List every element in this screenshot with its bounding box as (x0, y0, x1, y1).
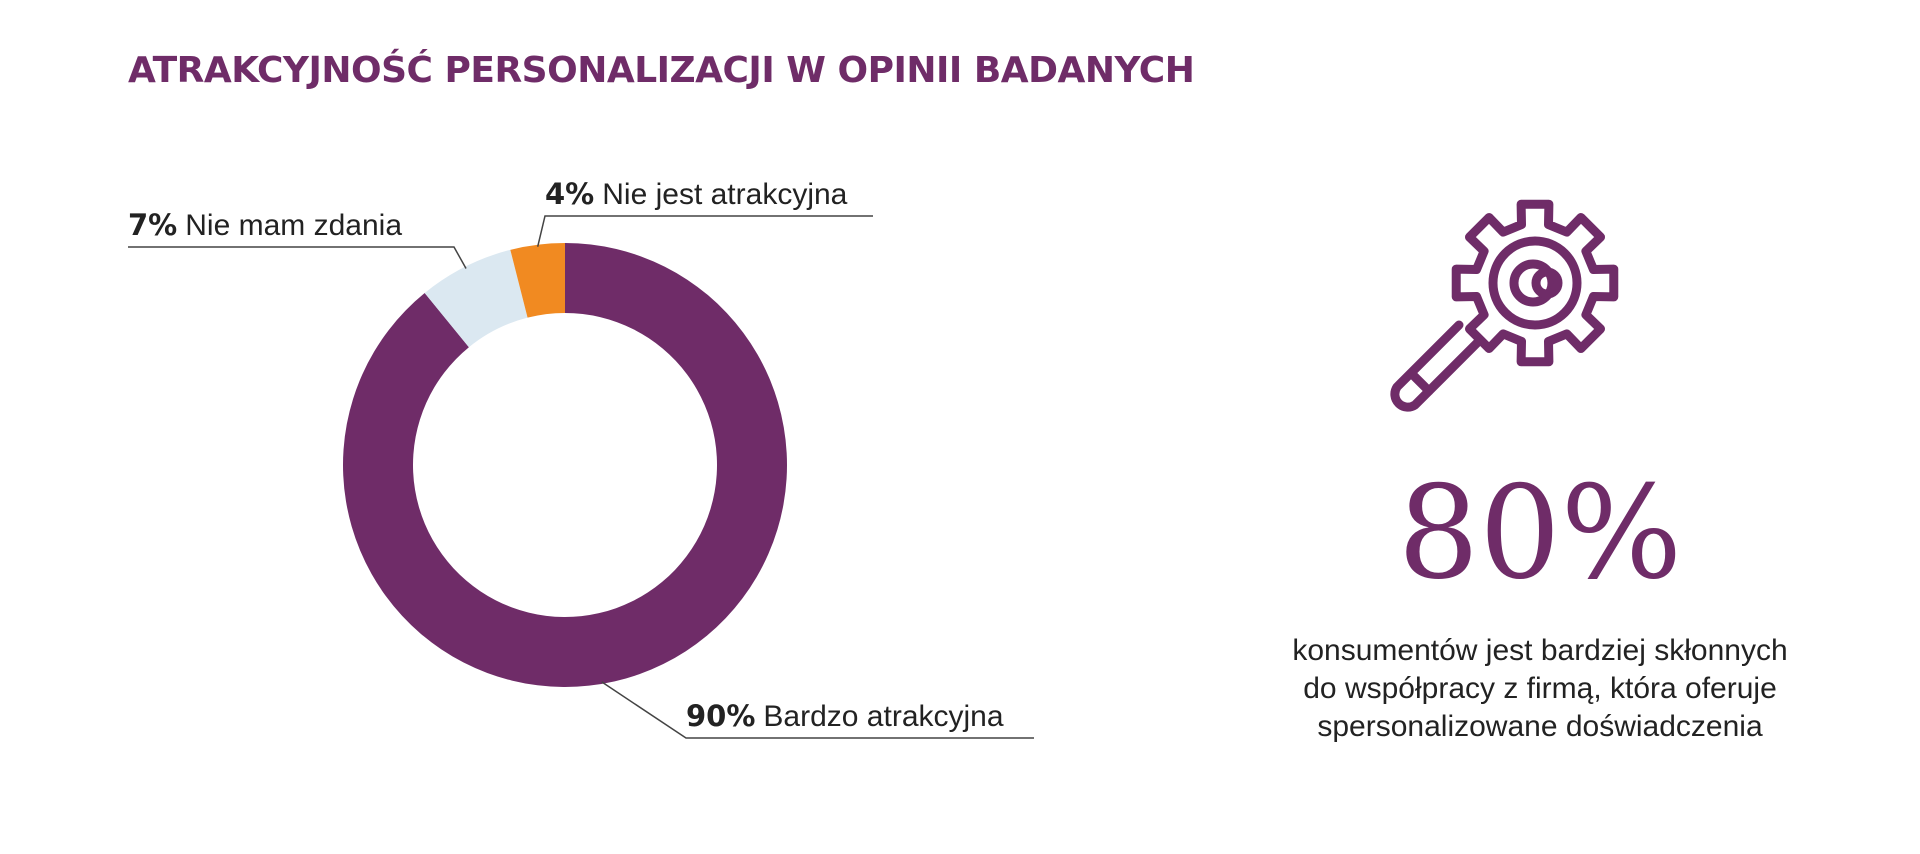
slice-label-value: 4% (545, 177, 594, 211)
slice-label: 90% Bardzo atrakcyjna (686, 699, 1004, 733)
stat-value: 80% (1397, 459, 1683, 608)
leader-line (128, 246, 467, 269)
slice-label-category: Nie jest atrakcyjna (602, 178, 847, 211)
stat-description-line: do współpracy z firmą, która oferuje (1303, 672, 1777, 705)
gear-magnifier-icon (1390, 199, 1619, 412)
slice-nie-jest-atrakcyjna (510, 243, 565, 318)
slice-label: 4% Nie jest atrakcyjna (545, 177, 848, 211)
slice-label-value: 90% (686, 699, 755, 733)
slice-label-category: Bardzo atrakcyjna (763, 700, 1003, 733)
stat-description-line: konsumentów jest bardziej skłonnych (1292, 634, 1788, 667)
stat-description: konsumentów jest bardziej skłonnych do w… (1200, 632, 1880, 746)
slice-bardzo-atrakcyjna (343, 243, 787, 687)
slice-label: 7% Nie mam zdania (128, 208, 402, 242)
slice-nie-mam-zdania (424, 249, 528, 348)
slice-label-value: 7% (128, 208, 177, 242)
leader-line (536, 215, 873, 247)
slice-label-category: Nie mam zdania (185, 209, 402, 242)
stat-description-line: spersonalizowane doświadczenia (1317, 710, 1763, 743)
page-title: ATRAKCYJNOŚĆ PERSONALIZACJI W OPINII BAD… (128, 50, 1195, 91)
leader-line (601, 681, 1034, 739)
